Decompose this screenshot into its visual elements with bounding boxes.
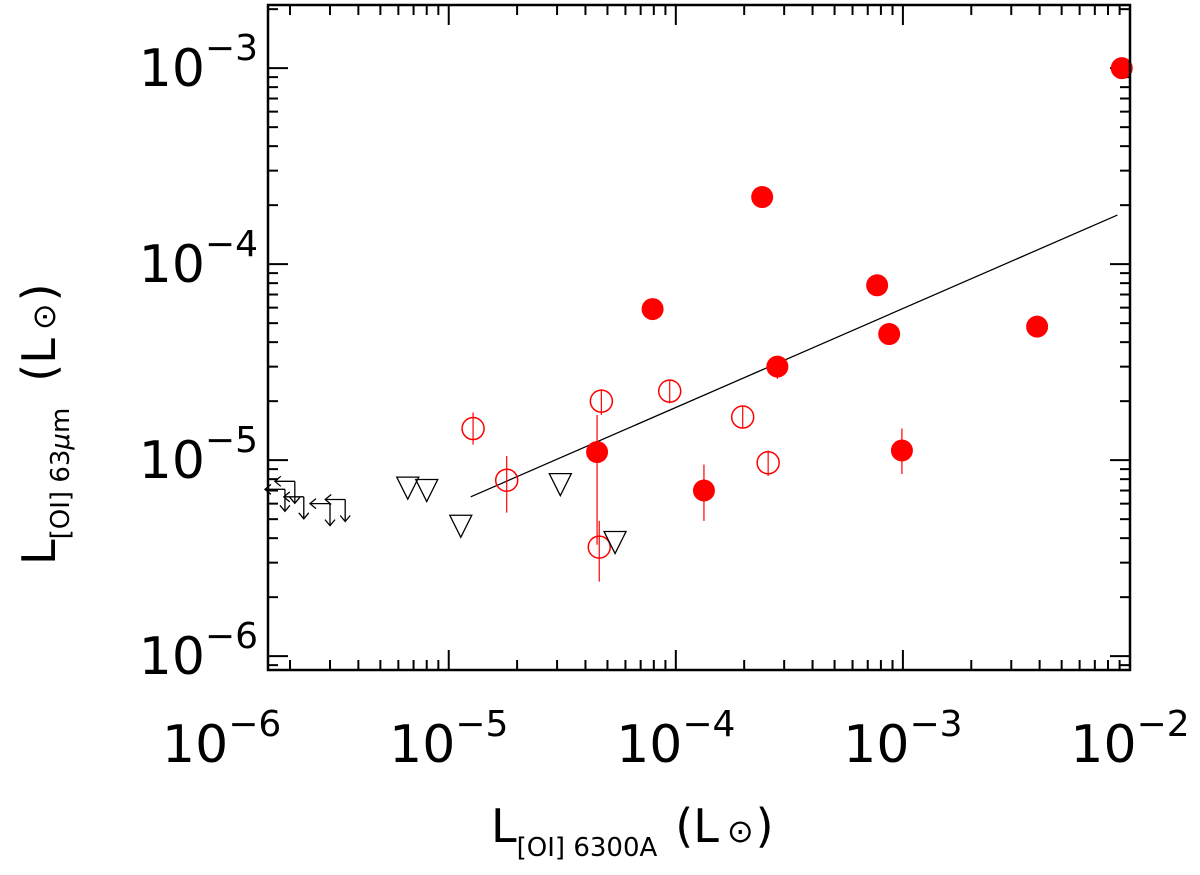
open-circle-point [587,535,611,559]
fit-line [470,214,1118,498]
y-axis-title-subscript: [OI] 63 [46,450,76,540]
arrow-left-head [282,491,291,503]
open-circle-point [461,416,485,441]
arrow-left-head [308,498,317,510]
filled-circle-point [692,479,715,502]
triangle-upper-limit-point [414,478,439,503]
filled-circle-point [751,186,774,209]
arrow-down-head [279,504,291,513]
x-axis-title-subscript: [OI] 6300A [517,833,658,863]
y-axis-title: L[OI] 63μm(L⊙) [12,283,76,565]
triangle-upper-limit-point [603,530,628,555]
arrow-upper-limit-point [324,493,351,523]
filled-circle-point [866,274,889,297]
arrow-left-head [324,493,332,505]
x-tick-label: 10−3 [843,704,962,775]
data-points-layer [263,57,1133,582]
filled-circle-point [641,298,664,321]
open-circle-point [589,389,614,413]
arrow-down-head [289,496,301,505]
filled-circle-point [890,439,913,462]
arrow-down-head [339,515,351,523]
open-circle-point [494,468,519,492]
open-circle-point [730,405,755,429]
x-tick-label: 10−4 [616,704,735,775]
triangle-upper-limit-point [548,473,573,498]
arrow-left-head [273,475,282,487]
y-tick-label: 10−5 [139,420,258,491]
triangle-upper-limit-point [448,514,473,539]
fit-line-layer [470,214,1118,498]
arrow-down-head [324,519,336,527]
filled-circle-point [766,355,789,378]
y-tick-label: 10−3 [139,28,258,99]
x-axis-title: L[OI] 6300A (L ⊙) [491,799,774,863]
y-tick-label: 10−4 [139,224,258,295]
filled-circle-point [1110,57,1133,80]
y-axis-sun-symbol: ⊙ [25,303,63,330]
y-axis-title-group: L[OI] 63μm(L⊙) [12,283,76,565]
triangle-upper-limit-point [395,476,420,501]
open-circle-point [756,451,780,475]
filled-circle-point [878,323,901,346]
plot-frame [266,3,1132,672]
filled-circle-point [586,441,609,464]
x-axis-sun-symbol: ⊙ [727,812,754,850]
filled-circle-point [1026,315,1049,338]
x-tick-label: 10−5 [389,704,508,775]
x-tick-labels: 10−6 10−5 10−4 10−3 10−2 [162,704,1190,775]
arrow-upper-limit-point [308,498,336,527]
x-tick-label: 10−6 [162,704,281,775]
arrow-upper-limit-point [282,491,310,520]
y-tick-label: 10−6 [139,616,258,687]
y-tick-labels: 10−6 10−5 10−4 10−3 [139,28,258,687]
open-circle-point [657,379,682,403]
arrow-upper-limit-point [273,475,301,505]
arrow-down-head [298,512,310,520]
x-tick-label: 10−2 [1070,704,1189,775]
